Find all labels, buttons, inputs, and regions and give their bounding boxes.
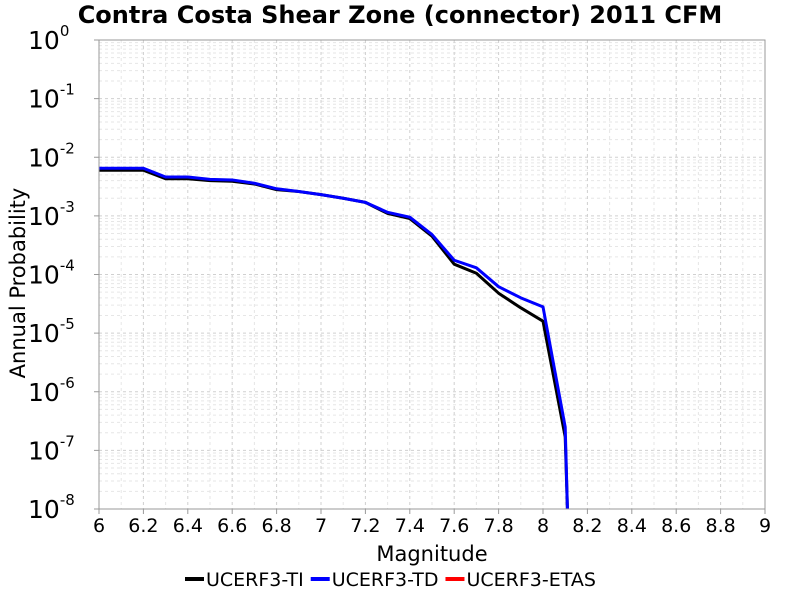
series-line-ucerf3-td: [99, 166, 569, 509]
grid: [98, 40, 766, 510]
chart-title: Contra Costa Shear Zone (connector) 2011…: [78, 1, 723, 29]
x-tick-label: 7: [315, 515, 327, 537]
y-tick-label: 10-8: [28, 491, 75, 524]
x-tick-label: 6.4: [173, 515, 203, 537]
x-tick-label: 7.2: [350, 515, 380, 537]
y-axis-ticks: 100 10-1 10-2 10-3 10-4 10-5 10-6 10-7 10-8: [28, 22, 99, 524]
y-tick-label: 10-2: [28, 139, 75, 172]
y-tick-label: 10-4: [28, 257, 75, 290]
legend: UCERF3-TI UCERF3-TD UCERF3-ETAS: [185, 569, 596, 591]
x-tick-label: 7.4: [395, 515, 425, 537]
legend-label: UCERF3-TD: [332, 569, 439, 591]
y-tick-label: 10-5: [28, 315, 75, 348]
x-tick-label: 7.6: [439, 515, 469, 537]
legend-label: UCERF3-ETAS: [466, 569, 595, 591]
x-tick-label: 8.6: [661, 515, 691, 537]
x-tick-label: 6: [93, 515, 105, 537]
legend-label: UCERF3-TI: [206, 569, 304, 591]
x-tick-label: 8.2: [572, 515, 602, 537]
x-tick-label: 8: [537, 515, 549, 537]
y-tick-label: 10-7: [28, 432, 75, 465]
x-axis-ticks: 6 6.2 6.4 6.6 6.8 7 7.2 7.4 7.6 7.8 8 8.2 8.4 8.6 8.8 9: [93, 509, 771, 537]
x-tick-label: 8.8: [705, 515, 735, 537]
series-layer: [99, 166, 569, 509]
x-axis-label: Magnitude: [376, 542, 487, 566]
y-axis-label: Annual Probability: [6, 188, 30, 379]
x-tick-label: 7.8: [483, 515, 513, 537]
x-tick-label: 6.2: [128, 515, 158, 537]
x-tick-label: 6.6: [217, 515, 247, 537]
x-tick-label: 8.4: [617, 515, 647, 537]
y-tick-label: 100: [28, 22, 69, 55]
y-tick-label: 10-6: [28, 374, 75, 407]
x-tick-label: 6.8: [261, 515, 291, 537]
x-tick-label: 9: [759, 515, 771, 537]
y-tick-label: 10-3: [28, 198, 75, 231]
y-tick-label: 10-1: [28, 81, 75, 114]
